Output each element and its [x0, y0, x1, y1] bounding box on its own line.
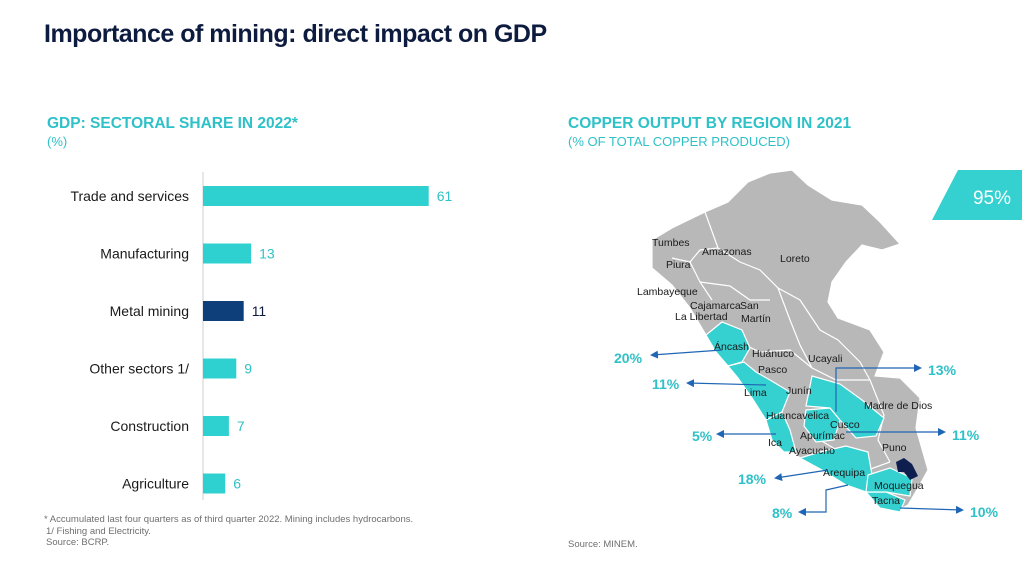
category-label: Metal mining	[110, 303, 189, 319]
bar	[203, 301, 244, 321]
region-label: Amazonas	[702, 246, 752, 258]
gdp-chart-title: GDP: SECTORAL SHARE IN 2022*	[47, 115, 298, 132]
bar	[203, 473, 226, 494]
region-moquegua	[865, 467, 913, 497]
callout-value: 10%	[970, 504, 999, 520]
note-line-1: * Accumulated last four quarters as of t…	[44, 514, 414, 525]
category-label: Trade and services	[70, 188, 189, 204]
region-label: Puno	[882, 442, 907, 454]
data-label: 9	[244, 361, 252, 377]
bar	[203, 416, 229, 436]
region-label: Junín	[786, 385, 812, 397]
region-label: Ica	[768, 437, 782, 449]
region-cusco	[805, 375, 885, 439]
region-labels: Tumbes Amazonas Piura Loreto Lambayeque Cajam…	[637, 237, 932, 507]
callout-value: 11%	[652, 376, 680, 392]
region-lima	[726, 361, 791, 421]
region-label: Cusco	[830, 419, 860, 431]
note-line-2: 1/ Fishing and Electricity.	[46, 525, 151, 537]
callout-arrow	[686, 379, 767, 388]
total-badge	[932, 170, 1022, 220]
page-title: Importance of mining: direct impact on G…	[44, 20, 547, 48]
callout-arrow	[899, 505, 964, 514]
region-label: Piura	[666, 259, 691, 271]
copper-map-title: COPPER OUTPUT BY REGION IN 2021	[568, 115, 852, 132]
bar	[203, 186, 429, 206]
category-label: Construction	[110, 418, 189, 434]
region-label: Apurímac	[800, 430, 845, 442]
producing-regions	[705, 321, 913, 513]
region-label: Lima	[744, 387, 767, 399]
callout-value: 13%	[928, 362, 957, 378]
region-label: San	[740, 300, 759, 312]
callout-value: 18%	[738, 471, 767, 487]
region-label: Loreto	[780, 253, 810, 265]
region-ica	[765, 411, 797, 453]
data-label: 6	[233, 476, 241, 492]
region-label: Moquegua	[874, 480, 924, 492]
region-label: Ucayali	[808, 353, 842, 365]
region-label: La Libertad	[675, 311, 728, 323]
region-borders	[671, 211, 891, 471]
total-badge-label: 95%	[973, 188, 1011, 209]
category-label: Other sectors 1/	[89, 361, 189, 377]
region-ancash	[705, 321, 751, 367]
region-label: Madre de Dios	[864, 400, 932, 412]
callout-arrow	[835, 364, 922, 412]
region-label: Áncash	[714, 340, 749, 353]
category-label: Agriculture	[122, 476, 189, 492]
callout-value: 11%	[952, 427, 980, 443]
category-label: Manufacturing	[100, 246, 189, 262]
region-label: Tumbes	[652, 237, 690, 249]
region-label: Huánuco	[752, 348, 794, 360]
callouts: 20% 11% 5% 18% 8% 13% 11% 10%	[614, 349, 999, 521]
callout-arrow	[798, 484, 849, 516]
region-label: Tacna	[872, 495, 900, 507]
gdp-bar-chart: Trade and services 61 Manufacturing 13 Metal…	[70, 172, 453, 500]
region-label: Martín	[741, 313, 771, 325]
region-label: Ayacucho	[789, 445, 835, 457]
callout-value: 5%	[692, 428, 713, 444]
moquegua-mark	[896, 458, 918, 480]
data-label: 13	[259, 246, 275, 262]
callout-arrow	[650, 349, 723, 359]
data-label: 7	[237, 418, 245, 434]
data-label: 11	[252, 303, 267, 319]
gdp-chart-subtitle: (%)	[47, 134, 68, 149]
region-label: Arequipa	[823, 467, 865, 479]
copper-map-subtitle: (% OF TOTAL COPPER PRODUCED)	[568, 134, 790, 149]
map-source: Source: MINEM.	[568, 539, 638, 550]
region-label: Pasco	[758, 364, 787, 376]
region-label: Huancavelica	[766, 410, 829, 422]
gdp-notes: * Accumulated last four quarters as of t…	[44, 514, 413, 549]
callout-value: 20%	[614, 350, 643, 366]
data-label: 61	[437, 188, 453, 204]
callout-value: 8%	[772, 505, 793, 521]
bar	[203, 243, 252, 264]
region-label: Cajamarca	[690, 300, 741, 312]
peru-outline	[651, 169, 929, 513]
note-line-3: Source: BCRP.	[46, 537, 110, 548]
bar	[203, 358, 237, 379]
region-label: Lambayeque	[637, 286, 698, 298]
callout-arrow	[774, 469, 829, 482]
